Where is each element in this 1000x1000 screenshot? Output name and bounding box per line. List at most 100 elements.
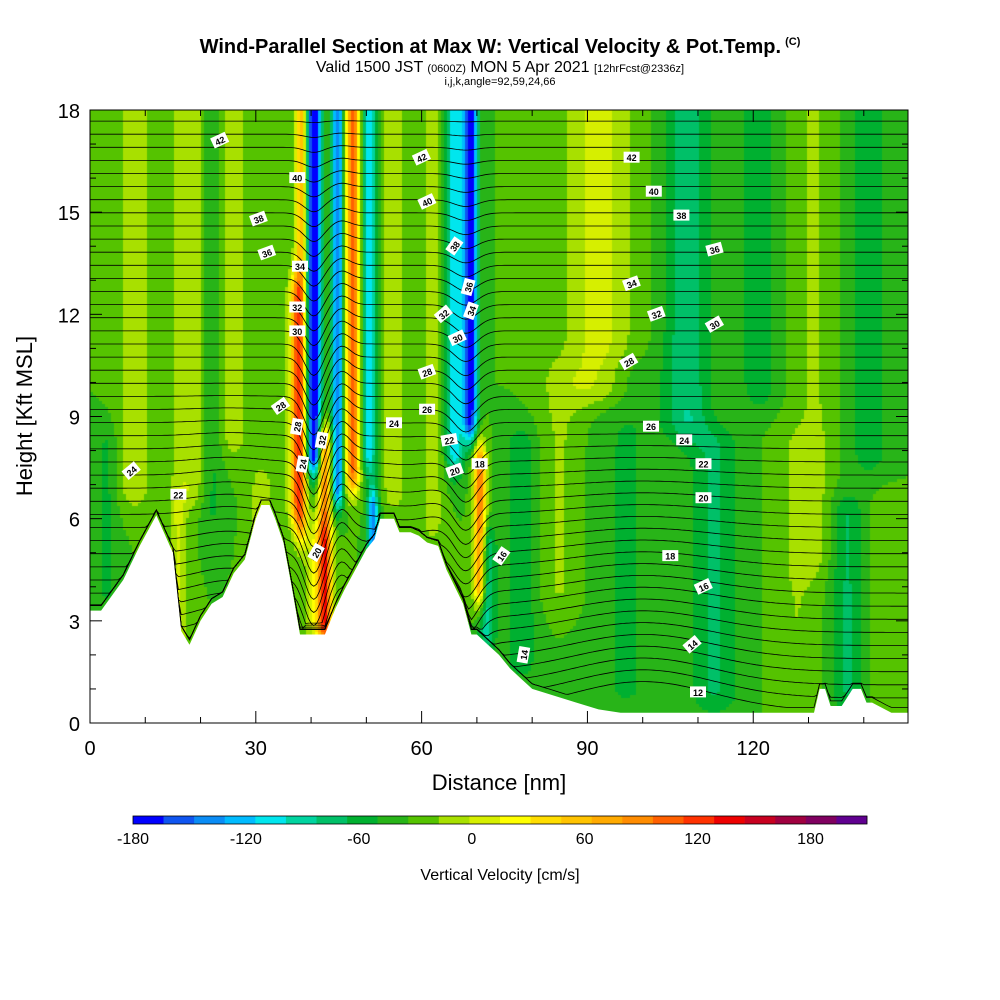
contour-label-text: 40: [649, 187, 659, 197]
y-tick-label: 0: [69, 714, 80, 736]
contour-label-bg: [676, 434, 693, 446]
contour-label-bg: [411, 148, 431, 166]
colorbar-swatch: [438, 816, 470, 824]
y-tick-label: 15: [58, 203, 80, 225]
copyright-mark: (C): [785, 36, 801, 49]
contour-label: 30: [704, 315, 725, 333]
contour-label-bg: [314, 431, 329, 450]
contour-label-text: 20: [698, 494, 708, 504]
contour-label-bg: [693, 577, 713, 595]
isentrope-line: [90, 358, 908, 406]
colorbar-title: Vertical Velocity [cm/s]: [420, 867, 579, 884]
contour-label: 24: [295, 455, 310, 473]
contour-label-text: 20: [310, 546, 324, 560]
colorbar-swatch: [408, 816, 440, 824]
contour-label-bg: [433, 304, 454, 324]
isentrope-line: [90, 170, 908, 183]
contour-label-text: 30: [451, 332, 464, 345]
contour-label-bg: [290, 417, 304, 436]
contour-label-bg: [704, 315, 725, 333]
colorbar-swatch: [714, 816, 745, 824]
contour-label-text: 16: [495, 549, 509, 563]
contour-labels: 4240383634323028282432202422424038363432…: [121, 131, 725, 698]
contour-label: 32: [646, 305, 666, 322]
contour-label-text: 36: [463, 281, 475, 293]
contour-label-bg: [662, 550, 679, 562]
contour-label: 14: [682, 634, 702, 654]
x-tick-label: 120: [737, 738, 770, 760]
contour-label-bg: [445, 462, 465, 479]
contour-label: 34: [292, 260, 308, 272]
colorbar-tick-label: 0: [467, 831, 476, 848]
contour-label-text: 38: [252, 213, 265, 226]
contour-label-text: 16: [697, 581, 710, 594]
x-tick-label: 0: [84, 738, 95, 760]
contour-label-text: 34: [295, 262, 305, 272]
colorbar-swatch: [133, 816, 164, 824]
isentrope-line: [90, 295, 908, 332]
contour-label: 40: [645, 185, 662, 197]
isentrope-line: [90, 345, 908, 391]
colorbar-swatch: [377, 816, 409, 824]
contour-label: 28: [270, 396, 291, 415]
contour-label-bg: [645, 185, 662, 197]
contour-label: 22: [170, 488, 187, 500]
isentrope-line: [90, 182, 908, 198]
isentrope-line: [90, 499, 908, 613]
contour-label-text: 26: [422, 405, 432, 415]
isentrope-line: [90, 499, 908, 587]
colorbar-swatch: [591, 816, 623, 824]
y-axis-title: Height [Kft MSL]: [12, 336, 37, 496]
isentrope-line: [90, 333, 908, 376]
contour-label-bg: [257, 244, 277, 261]
colorbar-swatch: [836, 816, 868, 824]
colorbar-swatch: [347, 816, 378, 824]
contour-label-text: 32: [292, 303, 302, 313]
contour-label-bg: [295, 455, 310, 473]
isentrope-line: [90, 245, 908, 272]
contour-label: 42: [623, 151, 640, 163]
isentrope-line: [90, 220, 908, 243]
contour-label: 12: [690, 686, 706, 698]
contour-label: 32: [314, 431, 329, 450]
colorbar-tick-label: -120: [230, 831, 262, 848]
contour-label: 20: [307, 542, 325, 563]
contour-label-text: 18: [665, 552, 675, 562]
contour-label-text: 14: [686, 638, 700, 652]
isentrope-line: [90, 499, 908, 574]
x-tick-label: 60: [410, 738, 432, 760]
y-tick-label: 12: [58, 305, 80, 327]
colorbar: -180 -120 -60 0 60 120 180: [117, 815, 868, 848]
contour-label-text: 38: [676, 211, 686, 221]
contour-label-bg: [682, 634, 702, 654]
x-axis: 0 30 60 90 120: [84, 110, 865, 760]
isentrope-line: [90, 395, 908, 451]
contour-label: 42: [411, 148, 431, 166]
contour-label-bg: [447, 329, 467, 347]
colorbar-tick-label: 180: [797, 831, 824, 848]
contour-label: 16: [492, 546, 511, 566]
contour-label: 14: [516, 645, 531, 664]
contour-label-text: 40: [292, 174, 302, 184]
colorbar-swatch: [561, 816, 593, 824]
isentrope-line: [90, 433, 908, 495]
isentrope-line: [90, 499, 908, 627]
contour-label-text: 18: [475, 460, 485, 470]
contour-label: 32: [433, 304, 454, 324]
contour-label-bg: [673, 209, 690, 221]
valid-utc: (0600Z): [427, 63, 466, 75]
colorbar-swatch: [469, 816, 501, 824]
colorbar-swatch: [194, 816, 226, 824]
contour-label-text: 24: [125, 464, 139, 478]
contour-label-bg: [440, 433, 459, 447]
colorbar-swatch: [285, 816, 317, 824]
x-axis-title: Distance [nm]: [432, 770, 567, 795]
contour-label-bg: [695, 458, 712, 470]
colorbar-tick-label: 120: [684, 831, 711, 848]
contour-label-text: 32: [650, 308, 663, 321]
contour-label: 24: [386, 417, 402, 429]
isentrope-line: [90, 308, 908, 347]
contour-label: 40: [417, 193, 437, 210]
contour-label: 16: [693, 577, 713, 595]
